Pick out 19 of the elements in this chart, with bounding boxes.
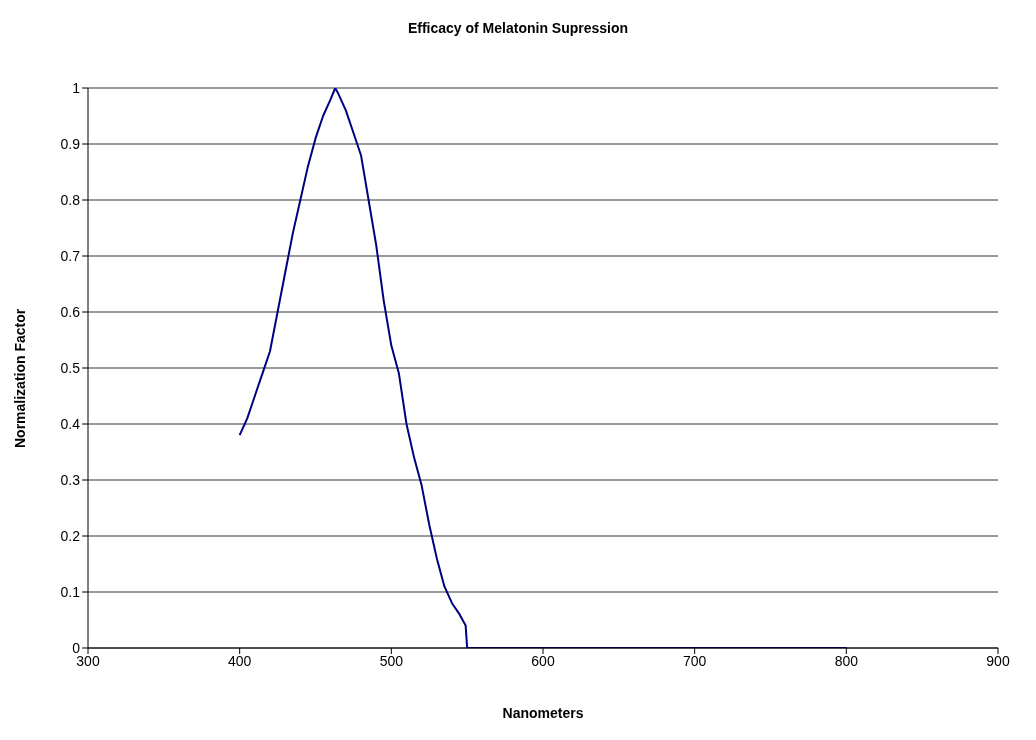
x-tick-label: 900: [986, 652, 1010, 669]
x-tick-label: 700: [682, 652, 707, 669]
x-tick-label: 400: [227, 652, 252, 669]
y-tick-label: 0.3: [60, 471, 81, 488]
chart-title: Efficacy of Melatonin Supression: [406, 20, 630, 36]
x-tick-label: 500: [379, 652, 404, 669]
y-tick-label: 0.1: [60, 583, 81, 600]
y-tick-label: 0.7: [60, 247, 81, 264]
y-tick-label: 0.5: [60, 359, 81, 376]
y-tick-label: 0.8: [60, 191, 81, 208]
y-tick-label: 0.6: [60, 303, 81, 320]
y-axis-title: Normalization Factor: [11, 308, 28, 448]
x-tick-label: 600: [531, 652, 555, 669]
y-tick-label: 0.9: [60, 135, 81, 152]
x-tick-label: 800: [834, 652, 859, 669]
x-axis-title: Nanometers: [502, 705, 584, 721]
y-tick-label: 0.4: [60, 415, 81, 432]
y-tick-label: 0.2: [60, 527, 81, 544]
y-tick-label: 1: [72, 79, 81, 96]
